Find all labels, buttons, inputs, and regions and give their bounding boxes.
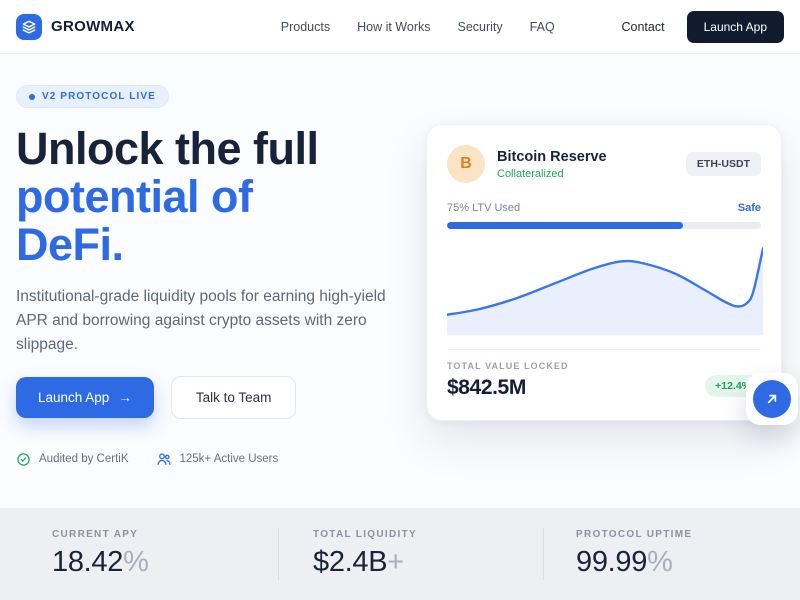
stat-number: $2.4B <box>313 546 388 578</box>
nav-item-faq[interactable]: FAQ <box>529 19 555 34</box>
header-actions: Contact Launch App <box>621 10 784 43</box>
trust-item-users: 125k+ Active Users <box>156 451 279 467</box>
tvl-label: TOTAL VALUE LOCKED <box>447 361 569 371</box>
shield-check-icon <box>17 452 30 466</box>
floating-action-container <box>746 373 798 425</box>
header: GROWMAX Products How it Works Security F… <box>0 0 800 54</box>
live-dot-icon <box>29 93 35 100</box>
cta-row: Launch App → Talk to Team <box>16 376 410 420</box>
stat-suffix: % <box>647 546 673 578</box>
stat-suffix: % <box>123 546 149 578</box>
stat-total-liquidity: TOTAL LIQUIDITY $2.4B+ <box>313 529 543 579</box>
stat-label: CURRENT APY <box>52 529 139 540</box>
stat-suffix: + <box>387 546 404 578</box>
trust-audit-label: Audited by CertiK <box>39 453 129 466</box>
stat-label: PROTOCOL UPTIME <box>576 529 693 540</box>
trust-users-label: 125k+ Active Users <box>179 453 279 466</box>
brand[interactable]: GROWMAX <box>16 13 135 40</box>
card-title-group: Bitcoin Reserve Collateralized <box>497 149 607 180</box>
collateralized-status: Collateralized <box>497 167 564 180</box>
arrow-right-icon: → <box>118 390 132 406</box>
ltv-safe-status: Safe <box>737 202 761 214</box>
main-nav: Products How it Works Security FAQ <box>281 20 555 34</box>
nav-item-how-it-works[interactable]: How it Works <box>357 19 431 34</box>
hero-section: V2 PROTOCOL LIVE Unlock the full potenti… <box>0 54 800 508</box>
tvl-value: $842.5M <box>447 376 526 399</box>
bitcoin-reserve-card: B Bitcoin Reserve Collateralized ETH-USD… <box>426 124 782 421</box>
users-icon <box>156 453 171 466</box>
stats-divider <box>278 528 279 580</box>
stat-label: TOTAL LIQUIDITY <box>313 529 417 540</box>
card-footer: TOTAL VALUE LOCKED $842.5M +12.4% <box>447 361 761 400</box>
stat-number: 18.42 <box>52 546 124 578</box>
stat-value: $2.4B+ <box>313 546 543 579</box>
badge-label: V2 PROTOCOL LIVE <box>42 91 156 102</box>
ltv-progress-fill <box>447 222 683 229</box>
ltv-row: 75% LTV Used Safe <box>447 202 761 214</box>
arrow-up-right-icon <box>767 394 777 404</box>
open-app-fab-button[interactable] <box>753 380 791 418</box>
hero-title: Unlock the full potential of DeFi. <box>16 123 358 271</box>
ltv-label: 75% LTV Used <box>447 202 521 214</box>
hero-title-dark: Unlock the full <box>16 123 319 174</box>
header-launch-app-button[interactable]: Launch App <box>686 10 784 43</box>
launch-app-label: Launch App <box>38 390 110 406</box>
hero-description: Institutional-grade liquidity pools for … <box>16 288 386 353</box>
launch-app-button[interactable]: Launch App → <box>16 377 154 419</box>
hero-title-accent: potential of DeFi. <box>16 171 253 271</box>
card-title: Bitcoin Reserve <box>497 148 607 165</box>
tvl-sparkline-chart <box>447 247 763 335</box>
hero-content: V2 PROTOCOL LIVE Unlock the full potenti… <box>0 54 410 467</box>
trust-row: Audited by CertiK 125k+ Active Users <box>16 451 410 467</box>
stats-divider <box>543 528 544 580</box>
stat-value: 99.99% <box>576 546 692 579</box>
ltv-progress-bar <box>447 222 761 229</box>
brand-name: GROWMAX <box>51 18 135 35</box>
talk-to-team-button[interactable]: Talk to Team <box>170 376 297 420</box>
tvl-group: TOTAL VALUE LOCKED $842.5M <box>447 361 569 400</box>
nav-item-products[interactable]: Products <box>280 19 331 34</box>
layers-logo-icon <box>16 13 42 40</box>
stat-current-apy: CURRENT APY 18.42% <box>52 529 278 579</box>
trust-item-audit: Audited by CertiK <box>16 452 129 467</box>
protocol-live-badge: V2 PROTOCOL LIVE <box>16 85 169 108</box>
card-footer-divider: TOTAL VALUE LOCKED $842.5M +12.4% <box>447 349 761 400</box>
contact-link[interactable]: Contact <box>621 19 665 34</box>
nav-item-security[interactable]: Security <box>457 19 503 34</box>
card-header: B Bitcoin Reserve Collateralized ETH-USD… <box>447 145 761 183</box>
stat-number: 99.99 <box>576 546 648 578</box>
stats-bar: CURRENT APY 18.42% TOTAL LIQUIDITY $2.4B… <box>0 508 800 600</box>
pair-badge: ETH-USDT <box>685 152 761 176</box>
stat-protocol-uptime: PROTOCOL UPTIME 99.99% <box>576 529 692 579</box>
bitcoin-avatar: B <box>447 145 485 183</box>
stat-value: 18.42% <box>52 546 278 579</box>
